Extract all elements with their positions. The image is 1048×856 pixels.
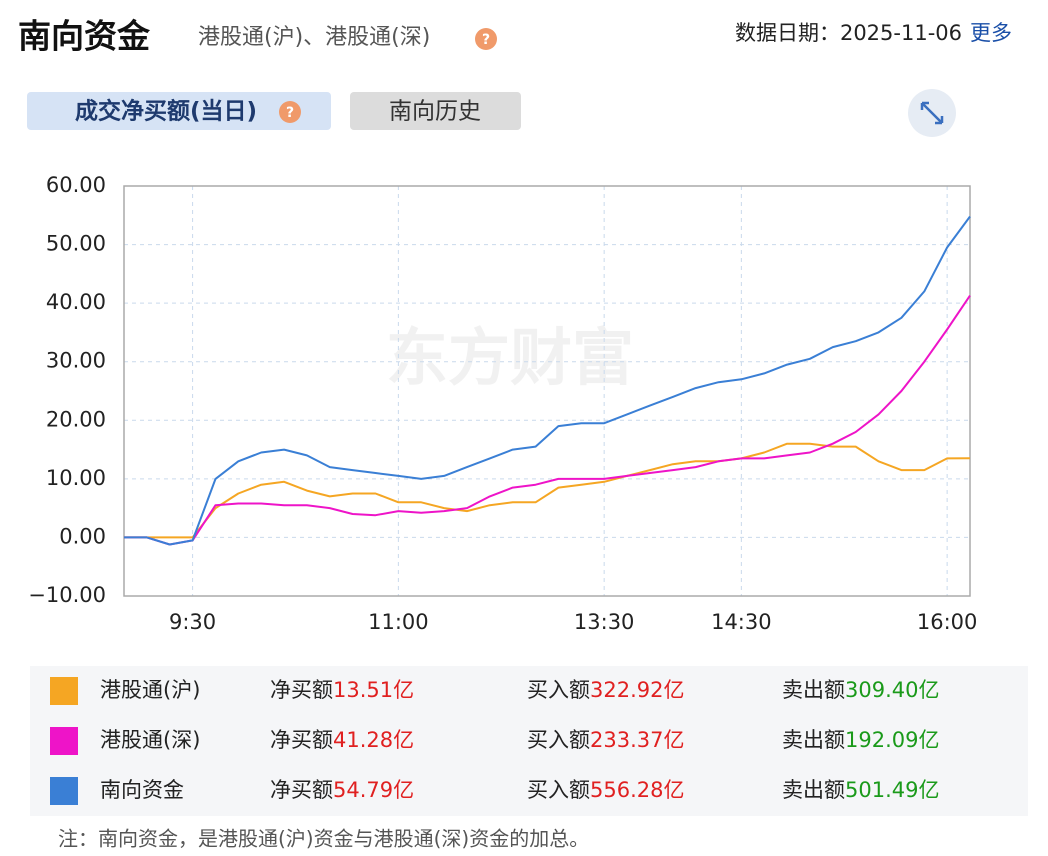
series-line <box>124 442 971 539</box>
legend-panel <box>30 666 1028 816</box>
stat-label: 净买额 <box>270 678 333 702</box>
legend-stat: 买入额233.37亿 <box>527 728 684 752</box>
legend-label: 南向资金 <box>100 778 184 802</box>
legend-stat: 卖出额192.09亿 <box>782 728 939 752</box>
stat-label: 买入额 <box>527 778 590 802</box>
title: 南向资金 <box>18 17 151 56</box>
y-tick-label: 10.00 <box>46 466 106 490</box>
y-tick-label: 60.00 <box>46 173 106 197</box>
y-tick-label: 50.00 <box>46 232 106 256</box>
y-tick-label: 20.00 <box>46 407 106 431</box>
tab-label: 南向历史 <box>389 99 481 125</box>
x-tick-label: 14:30 <box>711 610 772 634</box>
legend-stat: 净买额13.51亿 <box>270 678 414 702</box>
stat-value: 54.79亿 <box>333 778 414 802</box>
legend-stat: 净买额54.79亿 <box>270 778 414 802</box>
stat-value: 309.40亿 <box>845 678 939 702</box>
note: 注：南向资金，是港股通(沪)资金与港股通(深)资金的加总。 <box>58 827 589 851</box>
x-tick-label: 11:00 <box>368 610 429 634</box>
tab[interactable] <box>350 92 521 130</box>
stat-label: 净买额 <box>270 778 333 802</box>
date: 数据日期：2025-11-06 <box>735 21 962 45</box>
stat-label: 卖出额 <box>782 728 845 752</box>
stat-label: 卖出额 <box>782 778 845 802</box>
y-tick-label: 30.00 <box>46 349 106 373</box>
stat-value: 322.92亿 <box>590 678 684 702</box>
stat-label: 买入额 <box>527 728 590 752</box>
legend-label: 港股通(沪) <box>100 678 200 702</box>
stat-value: 501.49亿 <box>845 778 939 802</box>
help-icon[interactable] <box>475 28 497 50</box>
legend-swatch <box>50 677 78 705</box>
expand-icon <box>920 101 944 125</box>
legend-label: 港股通(深) <box>100 728 200 752</box>
legend: 港股通(沪) 净买额13.51亿 买入额322.92亿 卖出额309.40亿港股通(深… <box>50 677 939 805</box>
tab-active[interactable] <box>27 92 331 130</box>
stat-value: 556.28亿 <box>590 778 684 802</box>
more-link[interactable]: 更多 <box>970 21 1012 45</box>
y-tick-label: −10.00 <box>28 583 106 607</box>
legend-stat: 卖出额501.49亿 <box>782 778 939 802</box>
legend-stat: 买入额322.92亿 <box>527 678 684 702</box>
y-tick-label: 0.00 <box>59 524 106 548</box>
stat-label: 净买额 <box>270 728 333 752</box>
x-tick-label: 9:30 <box>169 610 216 634</box>
legend-swatch <box>50 727 78 755</box>
watermark: 东方财富 <box>386 321 634 394</box>
plot-frame <box>123 185 971 597</box>
series-line <box>124 215 971 546</box>
legend-stat: 买入额556.28亿 <box>527 778 684 802</box>
stat-value: 13.51亿 <box>333 678 414 702</box>
help-icon-mark: ? <box>482 32 490 48</box>
stat-value: 41.28亿 <box>333 728 414 752</box>
stat-value: 192.09亿 <box>845 728 939 752</box>
stat-value: 233.37亿 <box>590 728 684 752</box>
stat-label: 卖出额 <box>782 678 845 702</box>
legend-stat: 卖出额309.40亿 <box>782 678 939 702</box>
series-line <box>124 295 971 546</box>
subtitle: 港股通(沪)、港股通(深) <box>198 25 430 50</box>
stat-label: 买入额 <box>527 678 590 702</box>
x-tick-label: 13:30 <box>574 610 635 634</box>
y-tick-label: 40.00 <box>46 290 106 314</box>
plot: −10.00 0.00 10.00 20.00 30.00 40.00 50.00 60.00… <box>28 173 977 634</box>
help-icon-mark: ? <box>286 105 294 121</box>
x-tick-label: 16:00 <box>917 610 978 634</box>
tab-label: 成交净买额(当日) <box>75 98 257 125</box>
legend-swatch <box>50 777 78 805</box>
help-icon[interactable] <box>279 101 301 123</box>
legend-stat: 净买额41.28亿 <box>270 728 414 752</box>
